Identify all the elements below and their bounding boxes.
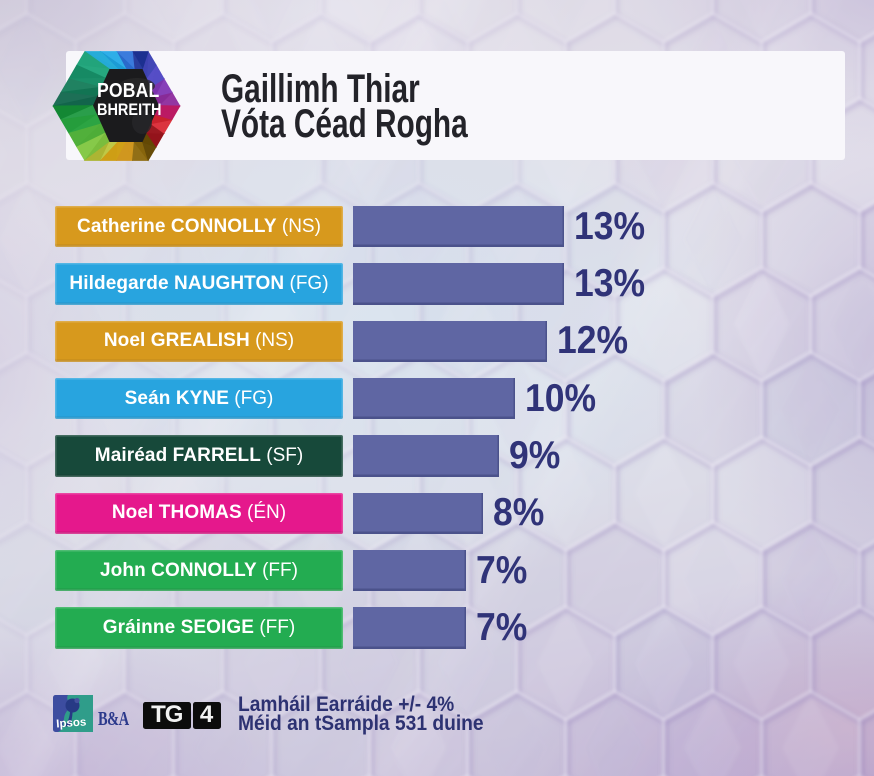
svg-text:Ipsos: Ipsos — [56, 716, 87, 730]
